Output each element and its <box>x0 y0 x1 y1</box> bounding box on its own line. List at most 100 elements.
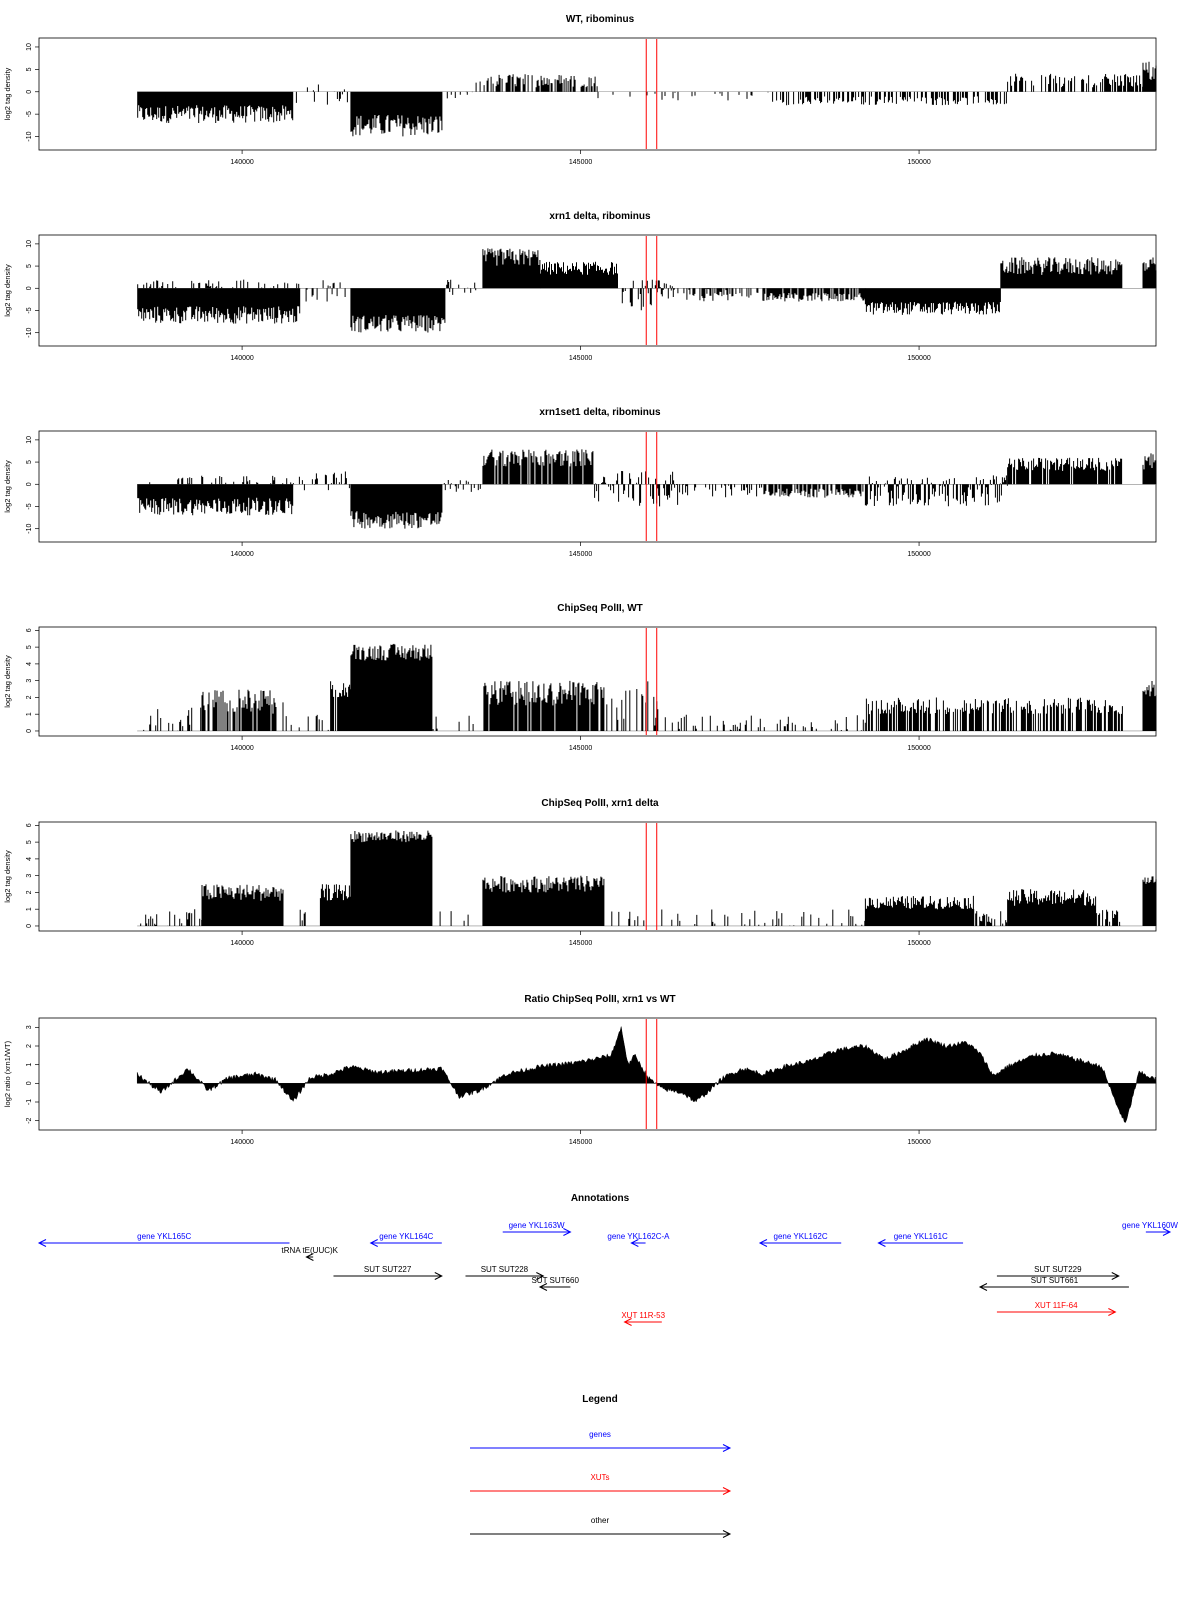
data-segment-3 <box>292 471 350 491</box>
data-segment-6 <box>482 449 594 485</box>
y-tick-label: 5 <box>26 264 33 268</box>
x-tick-label: 145000 <box>569 159 592 166</box>
y-tick-label: 6 <box>26 628 33 632</box>
data-segment-7 <box>540 261 618 289</box>
data-bars <box>1007 457 1123 485</box>
data-bars <box>1142 257 1157 289</box>
data-segment-3 <box>350 91 443 137</box>
data-bars <box>682 484 763 498</box>
annotation-label: gene YKL162C-A <box>607 1232 670 1241</box>
data-bars <box>763 288 866 302</box>
data-bars <box>606 681 659 731</box>
annotations-panel: Annotations gene YKL165C gene YKL164C gene … <box>37 1193 1178 1326</box>
data-segment-4 <box>319 884 351 926</box>
data-bars <box>621 279 675 311</box>
y-tick-label: 2 <box>26 695 33 699</box>
arrow-head <box>1108 1308 1117 1316</box>
data-segment-2 <box>201 884 284 926</box>
data-bars <box>1007 73 1144 92</box>
data-segment-2 <box>149 475 292 485</box>
annotation-label: gene YKL161C <box>894 1232 948 1241</box>
data-segment-3 <box>305 280 346 302</box>
panel-2: xrn1 delta, ribominus -10 -5 0 5 10 log2 tag d… <box>3 211 1157 362</box>
y-tick-label: 1 <box>26 712 33 716</box>
data-segment-4 <box>330 681 352 731</box>
annotation-label: gene YKL164C <box>379 1232 433 1241</box>
data-bars <box>864 475 1008 507</box>
data-bars <box>611 909 866 926</box>
y-tick-label: -1 <box>26 1099 33 1105</box>
arrow-head <box>536 1272 545 1280</box>
data-segment-7 <box>482 875 605 926</box>
x-tick-label: 145000 <box>569 940 592 947</box>
data-segment-13 <box>1142 876 1157 926</box>
x-tick-label: 150000 <box>907 159 930 166</box>
data-bars <box>864 288 1001 315</box>
annotation-label: SUT SUT228 <box>481 1265 529 1274</box>
panel-title: WT, ribominus <box>566 14 635 25</box>
legend-label: other <box>591 1516 610 1525</box>
annotation-feature: gene YKL160W <box>1122 1221 1178 1236</box>
data-bars <box>482 248 541 289</box>
data-segment-4 <box>350 288 446 333</box>
data-bars <box>201 689 284 731</box>
legend-label: XUTs <box>590 1473 609 1482</box>
annotation-feature: gene YKL162C <box>758 1232 842 1247</box>
data-segment-12 <box>1096 909 1122 926</box>
y-axis-label: log2 tag density <box>3 460 12 513</box>
annotation-label: SUT SUT227 <box>364 1265 412 1274</box>
x-tick-label: 150000 <box>907 355 930 362</box>
data-bars <box>350 643 433 731</box>
y-axis-label: log2 tag density <box>3 850 12 903</box>
data-bars <box>292 471 350 491</box>
y-tick-label: 0 <box>26 286 33 290</box>
data-bars <box>305 280 346 302</box>
data-bars <box>443 480 481 492</box>
y-tick-label: -10 <box>26 131 33 141</box>
data-bars <box>664 714 866 731</box>
data-segment-2 <box>295 84 348 105</box>
panel-3: xrn1set1 delta, ribominus -10 -5 0 5 10 log2 t… <box>3 407 1157 558</box>
data-segment-9 <box>677 288 765 302</box>
y-tick-label: 3 <box>26 1025 33 1029</box>
data-segment-7 <box>594 471 681 507</box>
data-segment-7 <box>483 680 605 731</box>
arrow-head <box>563 1228 572 1236</box>
data-bars <box>772 91 865 106</box>
data-segment-9 <box>1007 73 1144 92</box>
data-segment-8 <box>606 681 659 731</box>
legend-title: Legend <box>582 1394 618 1405</box>
annotation-feature: gene YKL164C <box>369 1232 442 1247</box>
data-segment-1 <box>140 909 203 926</box>
arrow-head <box>877 1239 886 1247</box>
annotation-label: gene YKL162C <box>774 1232 828 1241</box>
y-axis-label: log2 tag density <box>3 67 12 120</box>
annotation-label: SUT SUT661 <box>1031 1276 1079 1285</box>
y-tick-label: 0 <box>26 1081 33 1085</box>
data-segment-5 <box>443 480 481 492</box>
y-tick-label: -10 <box>26 524 33 534</box>
data-bars <box>597 91 769 101</box>
legend-item-xuts: XUTs <box>470 1473 732 1495</box>
data-bars <box>350 288 446 333</box>
data-segment-1 <box>143 707 202 731</box>
legend-item-genes: genes <box>470 1430 732 1452</box>
annotation-label: SUT SUT229 <box>1034 1265 1082 1274</box>
panel-title: xrn1set1 delta, ribominus <box>539 407 661 418</box>
arrow-head <box>623 1318 632 1326</box>
data-bars <box>1007 889 1097 926</box>
data-segment-10 <box>865 697 1123 731</box>
plot-frame <box>38 821 1157 932</box>
y-tick-label: 5 <box>26 67 33 71</box>
plot-frame <box>38 1017 1157 1131</box>
plot-frame <box>38 37 1157 151</box>
arrow-head <box>722 1530 732 1538</box>
data-bars <box>319 884 351 926</box>
annotation-label: XUT 11R-53 <box>621 1311 665 1320</box>
annotation-label: gene YKL163W <box>509 1221 565 1230</box>
y-tick-label: -2 <box>26 1117 33 1123</box>
arrow-head <box>722 1444 732 1452</box>
data-bars <box>594 471 681 507</box>
data-segment-1 <box>137 288 301 324</box>
data-bars <box>295 84 348 105</box>
